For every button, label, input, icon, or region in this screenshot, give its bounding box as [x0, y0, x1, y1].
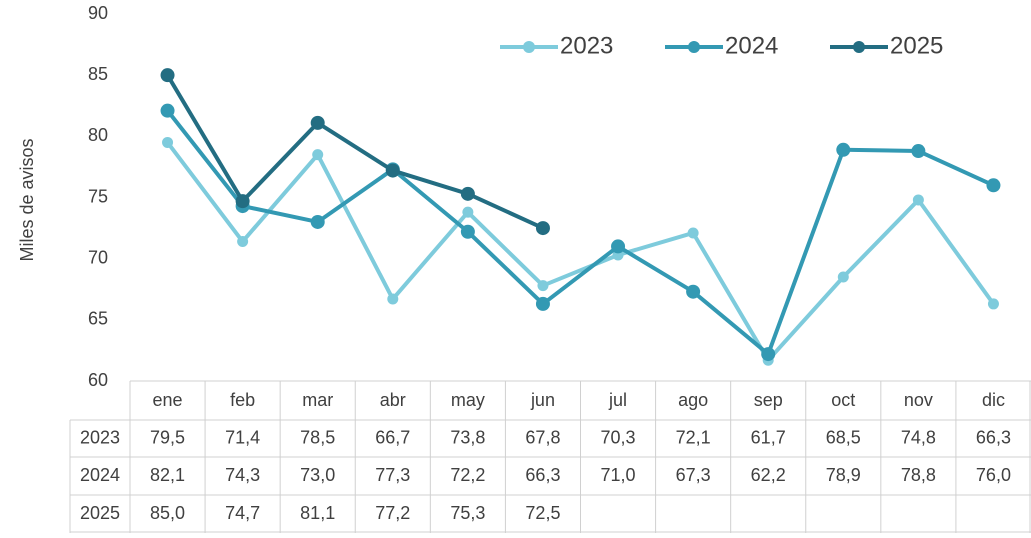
table-value: 74,7: [225, 503, 260, 523]
table-value: 68,5: [826, 427, 861, 447]
data-point: [387, 293, 399, 305]
data-point: [535, 221, 550, 236]
x-tick-label: nov: [904, 390, 933, 410]
data-point: [837, 271, 849, 283]
table-value: 61,7: [751, 427, 786, 447]
data-point: [310, 214, 325, 229]
series-line: [165, 109, 995, 357]
legend-marker: [853, 41, 865, 53]
data-point: [162, 136, 174, 148]
data-point: [537, 280, 549, 292]
y-tick-label: 60: [88, 370, 108, 390]
y-axis-label: Miles de avisos: [17, 138, 37, 261]
data-point: [310, 115, 325, 130]
y-tick-label: 80: [88, 125, 108, 145]
table-row-label: 2024: [80, 465, 120, 485]
x-tick-label: may: [451, 390, 485, 410]
table-value: 71,0: [601, 465, 636, 485]
table-value: 79,5: [150, 427, 185, 447]
table-value: 76,0: [976, 465, 1011, 485]
table-value: 75,3: [450, 503, 485, 523]
legend-label: 2025: [890, 32, 943, 59]
table-value: 85,0: [150, 503, 185, 523]
data-point: [611, 239, 626, 254]
data-point: [160, 68, 175, 83]
data-point: [836, 142, 851, 157]
table-value: 78,5: [300, 427, 335, 447]
table-row-label: 2025: [80, 503, 120, 523]
x-tick-label: abr: [380, 390, 406, 410]
table-value: 77,3: [375, 465, 410, 485]
table-value: 77,2: [375, 503, 410, 523]
x-tick-label: oct: [831, 390, 855, 410]
legend-marker: [688, 41, 700, 53]
table-value: 73,8: [450, 427, 485, 447]
x-tick-label: jun: [530, 390, 555, 410]
data-point: [235, 194, 250, 209]
data-point: [160, 103, 175, 118]
x-tick-label: jul: [608, 390, 627, 410]
y-tick-label: 85: [88, 64, 108, 84]
x-tick-label: mar: [302, 390, 333, 410]
table-value: 67,8: [525, 427, 560, 447]
table-value: 81,1: [300, 503, 335, 523]
legend-marker: [523, 41, 535, 53]
table-value: 72,1: [676, 427, 711, 447]
table-value: 78,8: [901, 465, 936, 485]
data-point: [462, 206, 474, 218]
data-point: [911, 144, 926, 159]
legend-label: 2023: [560, 32, 613, 59]
table-value: 67,3: [676, 465, 711, 485]
table-value: 74,3: [225, 465, 260, 485]
series-line: [165, 74, 544, 230]
table-value: 70,3: [601, 427, 636, 447]
table-value: 71,4: [225, 427, 260, 447]
table-row-label: 2023: [80, 427, 120, 447]
y-tick-label: 90: [88, 3, 108, 23]
table-value: 82,1: [150, 465, 185, 485]
data-point: [385, 163, 400, 178]
table-value: 72,2: [450, 465, 485, 485]
table-value: 78,9: [826, 465, 861, 485]
data-point: [986, 178, 1001, 193]
table-value: 62,2: [751, 465, 786, 485]
data-point: [912, 194, 924, 206]
data-point: [460, 186, 475, 201]
data-point: [761, 347, 776, 362]
data-point: [312, 149, 324, 161]
y-tick-label: 70: [88, 247, 108, 267]
data-point: [460, 224, 475, 239]
legend-label: 2024: [725, 32, 778, 59]
data-point: [535, 296, 550, 311]
series-line: [165, 141, 996, 363]
table-value: 73,0: [300, 465, 335, 485]
table-value: 66,3: [976, 427, 1011, 447]
data-point: [987, 298, 999, 310]
x-tick-label: ene: [153, 390, 183, 410]
data-point: [687, 227, 699, 239]
data-point: [237, 236, 249, 248]
x-tick-label: sep: [754, 390, 783, 410]
x-tick-label: dic: [982, 390, 1005, 410]
table-value: 74,8: [901, 427, 936, 447]
y-tick-label: 75: [88, 186, 108, 206]
x-tick-label: ago: [678, 390, 708, 410]
table-value: 72,5: [525, 503, 560, 523]
x-tick-label: feb: [230, 390, 255, 410]
y-tick-label: 65: [88, 309, 108, 329]
table-value: 66,7: [375, 427, 410, 447]
data-point: [686, 284, 701, 299]
table-value: 66,3: [525, 465, 560, 485]
